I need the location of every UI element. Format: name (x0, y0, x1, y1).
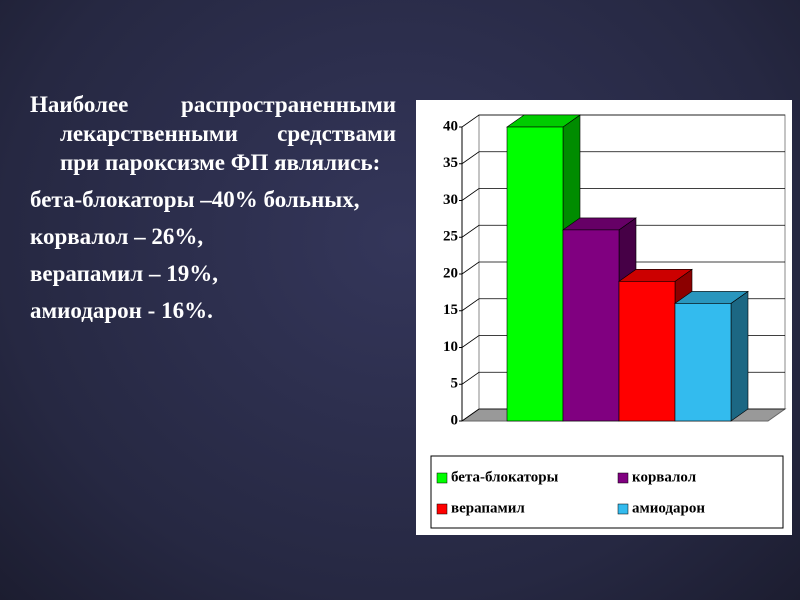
bar (674, 303, 732, 422)
bar (562, 229, 620, 422)
bar (506, 126, 564, 422)
legend-swatch (617, 503, 629, 515)
item: корвалол – 26%, (30, 224, 204, 249)
grid-line (461, 151, 785, 165)
legend-label: амиодарон (632, 500, 705, 516)
bar (618, 281, 676, 422)
y-tick-label: 25 (443, 229, 458, 245)
legend-swatch (617, 472, 629, 484)
item: амиодарон - 16%. (30, 298, 213, 323)
text-block: Наиболее распространенными лекарственным… (30, 90, 396, 333)
legend-label: верапамил (451, 500, 525, 516)
bar-side (730, 290, 749, 422)
grid-line (461, 114, 785, 128)
grid-line (461, 188, 785, 201)
y-tick-label: 10 (443, 339, 458, 355)
legend-box (430, 455, 784, 529)
y-tick-label: 35 (443, 155, 458, 171)
y-tick-label: 5 (451, 376, 459, 392)
legend-label: бета-блокаторы (451, 469, 559, 485)
item: верапамил – 19%, (30, 261, 218, 286)
item: бета-блокаторы –40% больных, (30, 187, 360, 212)
y-tick-label: 30 (443, 192, 458, 208)
legend-label: корвалол (632, 469, 697, 485)
y-tick-label: 0 (451, 412, 459, 428)
y-tick-label: 40 (443, 118, 458, 134)
legend-swatch (436, 503, 448, 515)
grid-line (461, 261, 785, 275)
y-tick-label: 15 (443, 302, 458, 318)
legend-swatch (436, 472, 448, 484)
y-tick-label: 20 (443, 265, 458, 281)
intro: Наиболее распространенными лекарственным… (30, 92, 396, 175)
grid-line (461, 224, 785, 238)
